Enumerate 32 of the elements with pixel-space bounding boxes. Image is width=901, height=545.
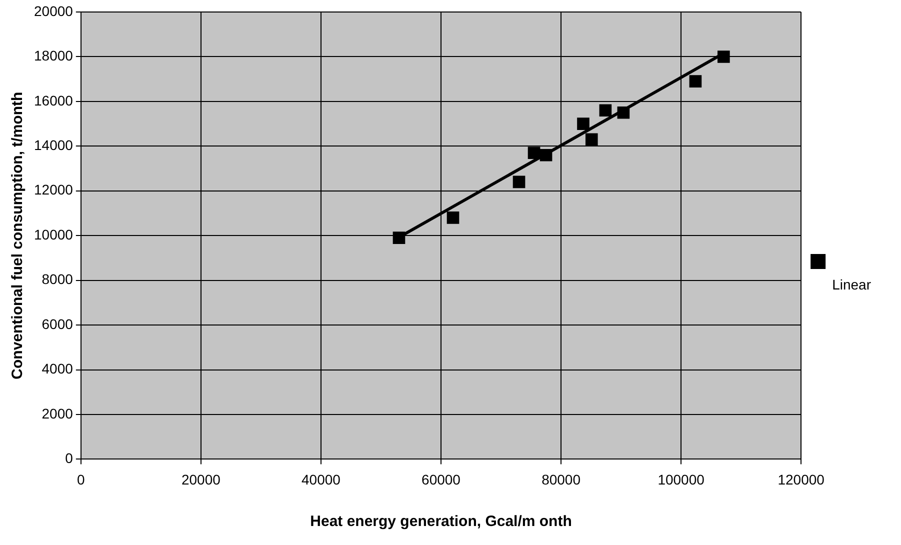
y-tick-label: 12000 xyxy=(34,182,74,198)
point xyxy=(392,232,406,244)
y-tick-label: 18000 xyxy=(34,48,74,64)
y-tick-label: 4000 xyxy=(42,360,74,377)
x-tick-label: 40000 xyxy=(302,471,341,488)
x-tick-label: 100000 xyxy=(658,471,705,488)
y-tick-label: 2000 xyxy=(42,405,74,422)
x-tick-label: 60000 xyxy=(422,471,461,488)
y-tick-label: 16000 xyxy=(34,92,74,108)
point xyxy=(718,50,730,63)
point xyxy=(528,146,540,160)
point xyxy=(512,176,526,188)
y-tick-label: 14000 xyxy=(34,137,74,154)
y-tick-label: 0 xyxy=(65,450,74,466)
y-tick-label: 20000 xyxy=(34,2,74,19)
x-tick-label: 20000 xyxy=(181,471,221,488)
x-tick-label: 120000 xyxy=(778,471,825,488)
x-tick-label: 0 xyxy=(77,471,86,488)
point xyxy=(446,212,460,224)
point xyxy=(689,75,702,88)
point xyxy=(540,148,552,162)
point xyxy=(617,106,630,119)
point xyxy=(599,104,612,117)
legend-label: Linear xyxy=(832,276,872,292)
y-tick-label: 6000 xyxy=(42,316,74,332)
y-tick-label: 8000 xyxy=(42,271,74,288)
point xyxy=(577,118,590,130)
x-tick-label: 80000 xyxy=(542,471,581,488)
y-axis-title: Conventional fuel consumption, t/month xyxy=(9,92,26,380)
x-axis-title: Heat energy generation, Gcal/m onth xyxy=(310,513,572,530)
y-tick-label: 10000 xyxy=(34,226,74,242)
point xyxy=(585,133,598,146)
